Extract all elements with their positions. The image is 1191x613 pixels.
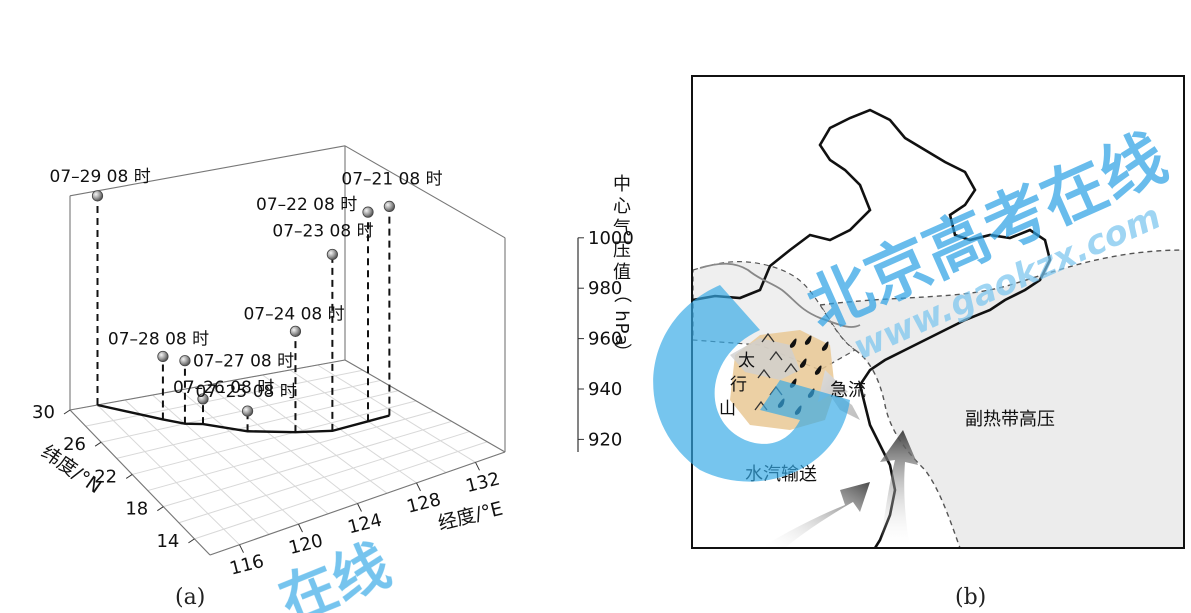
y-tick-mark [94,441,102,447]
x-tick-mark [357,503,362,512]
x-tick-mark [239,544,244,553]
drop-lines [96,195,391,433]
inner-boundary [699,262,861,328]
x-tick-mark [416,482,421,492]
cloud-shade [730,338,800,380]
box-edge [69,409,211,556]
y-tick-mark [188,538,195,544]
grid-line [178,431,470,524]
point-labels: 07–21 08 时 07–22 08 时 07–23 08 时 07–24 08 时… [50,167,443,402]
y-tick-label: 18 [125,499,148,520]
y-tick-label: 30 [32,402,55,423]
z-axis-title-char: P [611,323,632,334]
grid-line [147,410,435,492]
grid-line [163,420,452,508]
z-tick-label: 940 [588,379,622,400]
y-tick-mark [125,474,133,479]
data-point-label: 07–24 08 时 [243,304,344,324]
watermark-logo-g [653,285,850,482]
grid-line [101,379,381,443]
grid-line [85,369,363,427]
data-point [326,248,338,261]
z-tick-label: 980 [588,278,622,299]
data-point-label: 07–25 08 时 [196,382,297,402]
moisture-arrow-2 [880,430,918,547]
y-tick-label: 14 [156,531,179,552]
border-line [693,108,1052,547]
z-axis-title-char: 心 [613,196,631,217]
z-axis-title-char: ） [611,343,632,361]
z-tick-label: 960 [588,329,622,350]
z-axis-title-char: 值 [613,262,631,283]
box-edge [344,359,506,453]
x-axis-title: 经度/°E [436,498,505,535]
data-point-label: 07–26 08 时 [173,378,274,398]
subtropical-high-area [818,249,1183,547]
grid-line [132,400,417,475]
panel-a-3d-chart: 07–21 08 时 07–22 08 时 07–23 08 时 07–24 08 时… [32,145,634,610]
x-tick-label: 116 [228,551,266,580]
grid-line [152,394,299,525]
z-tick-label: 920 [588,429,622,450]
data-point [197,393,209,405]
jet-label: 急流 [830,380,866,401]
z-axis-title-char: a [611,334,632,345]
taihang-label-1: 太 [738,351,755,371]
data-points [91,190,395,417]
data-point-label: 07–28 08 时 [108,329,209,349]
grid-line [97,404,240,546]
x-tick-label: 124 [346,510,384,539]
grid-line [194,441,488,540]
z-axis-title-char: 气 [613,218,631,239]
y-tick-mark [63,409,71,415]
x-tick-mark [475,462,480,471]
box-edge [69,145,346,197]
data-point [179,355,191,367]
grid-line [116,390,399,459]
taihang-label-3: 山 [719,399,736,419]
data-point [383,200,395,213]
z-axis-title-char: h [611,310,632,321]
data-point-label: 07–22 08 时 [256,195,357,215]
subtropical-high-label: 副热带高压 [965,409,1055,430]
axis-ticks: 1161201241281321418222630920940960980100… [32,228,634,580]
z-axis-title-char: 中 [613,174,631,195]
moisture-arrow-1 [761,482,870,547]
x-tick-mark [298,523,303,533]
data-point [241,405,254,417]
z-tick-label: 1000 [588,228,634,249]
data-point [289,325,302,337]
data-point-label: 07–21 08 时 [341,169,442,189]
grid-line [317,364,476,463]
grid-line [124,399,270,535]
box-edge [344,145,506,239]
box-edge [69,359,346,411]
data-point [91,190,104,202]
grid-line [234,379,388,494]
y-tick-label: 26 [63,434,86,455]
caption-b: (b) [955,585,986,610]
z-axis-title-char: 压 [613,240,631,261]
y-tick-label: 22 [94,466,117,487]
data-point-label: 07–27 08 时 [193,352,294,372]
y-tick-mark [157,506,164,512]
data-point-label: 07–29 08 时 [50,167,151,187]
z-axis-title-char: （ [611,285,632,303]
panel-b-schematic-map: 太 行 山 急流 副热带高压 水汽输送 (b) [691,75,1185,610]
taihang-label-2: 行 [730,375,747,395]
data-point-label: 07–23 08 时 [272,221,373,241]
caption-a: (a) [175,585,205,610]
data-point [362,206,374,218]
jet-arrow [818,370,860,420]
grid-line [179,389,329,515]
x-tick-label: 132 [464,468,502,497]
data-point [157,350,169,363]
grid-line [207,384,358,504]
